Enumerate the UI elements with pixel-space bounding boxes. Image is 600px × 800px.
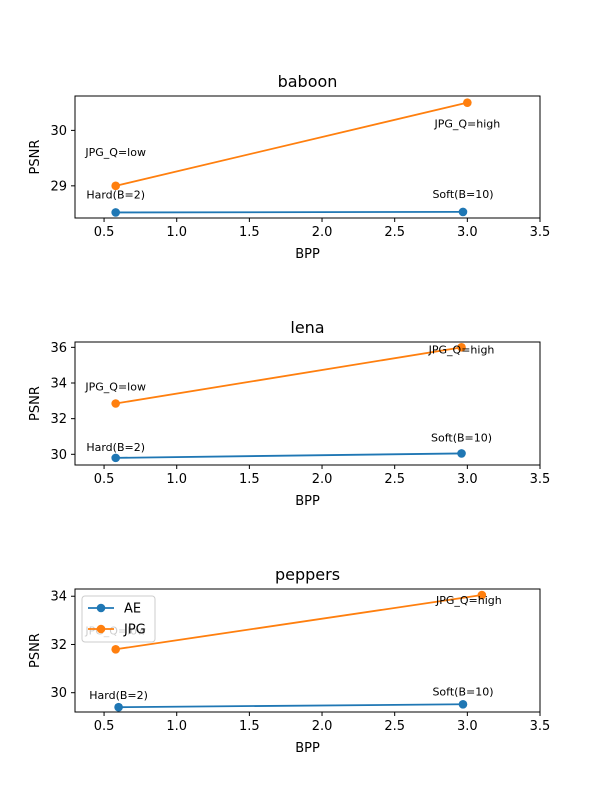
x-tick-label: 1.0 xyxy=(166,719,187,734)
data-point-AE xyxy=(458,699,468,709)
data-point-AE xyxy=(457,449,466,458)
chart-baboon: baboon 0.5 1.0 1.5 2.0 2.5 3.0 3.5 29 30 BPP PSNR Ha… xyxy=(28,72,550,262)
data-point-AE xyxy=(114,702,123,712)
plot-frame xyxy=(74,95,541,219)
x-tick-label: 1.0 xyxy=(166,225,187,240)
legend-marker-JPG xyxy=(96,624,106,634)
x-tick-label: 1.0 xyxy=(166,472,187,487)
plot-frame xyxy=(74,341,541,466)
series-line-JPG xyxy=(115,346,462,405)
data-point-AE xyxy=(458,207,468,217)
series-line-JPG xyxy=(115,101,468,187)
y-tick-label: 34 xyxy=(50,590,67,605)
legend-marker-AE xyxy=(96,603,106,613)
data-point-JPG xyxy=(111,181,120,191)
point-annotation: Soft(B=10) xyxy=(431,431,492,444)
x-tick-label: 0.5 xyxy=(94,719,115,734)
chart-title: lena xyxy=(290,318,324,337)
series-line-AE xyxy=(118,703,463,709)
point-annotation: Hard(B=2) xyxy=(89,689,148,702)
y-axis-label: PSNR xyxy=(28,633,43,668)
x-tick-label: 0.5 xyxy=(94,225,115,240)
point-annotation: JPG_Q=high xyxy=(435,594,502,607)
x-tick-label: 0.5 xyxy=(94,472,115,487)
x-tick-label: 2.5 xyxy=(384,719,405,734)
data-point-JPG xyxy=(111,399,120,408)
point-annotation: JPG_Q=low xyxy=(84,381,146,394)
series-line-JPG xyxy=(115,594,483,651)
y-axis-label: PSNR xyxy=(28,386,43,421)
point-annotation: JPG_Q=high xyxy=(428,343,495,356)
y-tick-label: 30 xyxy=(50,686,67,701)
x-tick-label: 3.0 xyxy=(457,225,478,240)
y-tick-label: 30 xyxy=(50,448,67,463)
point-annotation: JPG_Q=high xyxy=(433,118,500,131)
y-axis-label: PSNR xyxy=(28,140,43,175)
y-tick-label: 32 xyxy=(50,412,67,427)
data-point-JPG xyxy=(463,98,472,107)
legend-label-JPG: JPG xyxy=(123,623,146,638)
x-tick-label: 2.0 xyxy=(312,719,333,734)
y-tick-label: 32 xyxy=(50,638,67,653)
x-tick-label: 1.5 xyxy=(239,472,260,487)
x-tick-label: 2.5 xyxy=(384,225,405,240)
chart-title: baboon xyxy=(278,72,338,91)
x-tick-label: 1.5 xyxy=(239,225,260,240)
x-axis-label: BPP xyxy=(295,494,320,509)
y-tick-label: 29 xyxy=(50,179,67,194)
point-annotation: Soft(B=10) xyxy=(432,188,493,201)
x-axis-label: BPP xyxy=(295,741,320,756)
data-point-AE xyxy=(111,453,120,463)
x-tick-label: 3.0 xyxy=(457,472,478,487)
point-annotation: Soft(B=10) xyxy=(432,685,493,698)
y-tick-label: 34 xyxy=(50,377,67,392)
data-point-JPG xyxy=(457,343,466,352)
x-tick-label: 2.0 xyxy=(312,225,333,240)
series-line-AE xyxy=(115,452,462,459)
x-tick-label: 2.5 xyxy=(384,472,405,487)
data-point-AE xyxy=(111,208,120,217)
data-point-JPG xyxy=(477,590,487,600)
point-annotation: Hard(B=2) xyxy=(86,188,145,201)
chart-lena: lena 0.5 1.0 1.5 2.0 2.5 3.0 3.5 30 32 34 36 BPP PSNR… xyxy=(28,318,550,509)
legend-label-AE: AE xyxy=(124,602,141,617)
series-line-AE xyxy=(115,210,463,214)
y-tick-label: 36 xyxy=(50,341,67,356)
y-tick-label: 30 xyxy=(50,124,67,139)
x-tick-label: 3.0 xyxy=(457,719,478,734)
x-tick-label: 3.5 xyxy=(530,225,551,240)
x-tick-label: 3.5 xyxy=(530,472,551,487)
data-point-JPG xyxy=(111,644,120,654)
plot-frame xyxy=(74,588,541,713)
x-tick-label: 3.5 xyxy=(530,719,551,734)
x-tick-label: 1.5 xyxy=(239,719,260,734)
point-annotation: JPG_Q=low xyxy=(84,146,146,159)
x-tick-label: 2.0 xyxy=(312,472,333,487)
chart-peppers: peppers 0.5 1.0 1.5 2.0 2.5 3.0 3.5 30 32 34 BPP PSN… xyxy=(28,565,550,756)
chart-title: peppers xyxy=(275,565,340,584)
x-axis-label: BPP xyxy=(295,247,320,262)
legend: AE JPG xyxy=(81,595,156,643)
point-annotation: Hard(B=2) xyxy=(86,441,145,454)
